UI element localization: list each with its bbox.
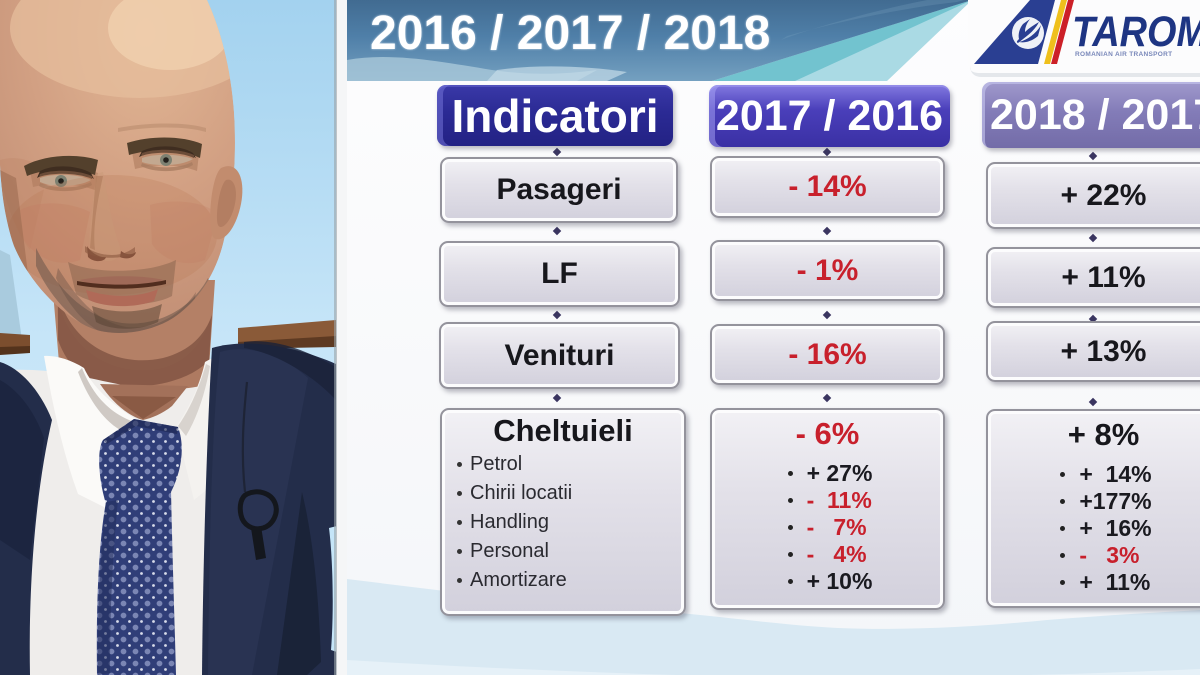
svg-text:TAROM: TAROM bbox=[1072, 8, 1200, 56]
svg-text:ROMANIAN AIR TRANSPORT: ROMANIAN AIR TRANSPORT bbox=[1075, 51, 1172, 58]
